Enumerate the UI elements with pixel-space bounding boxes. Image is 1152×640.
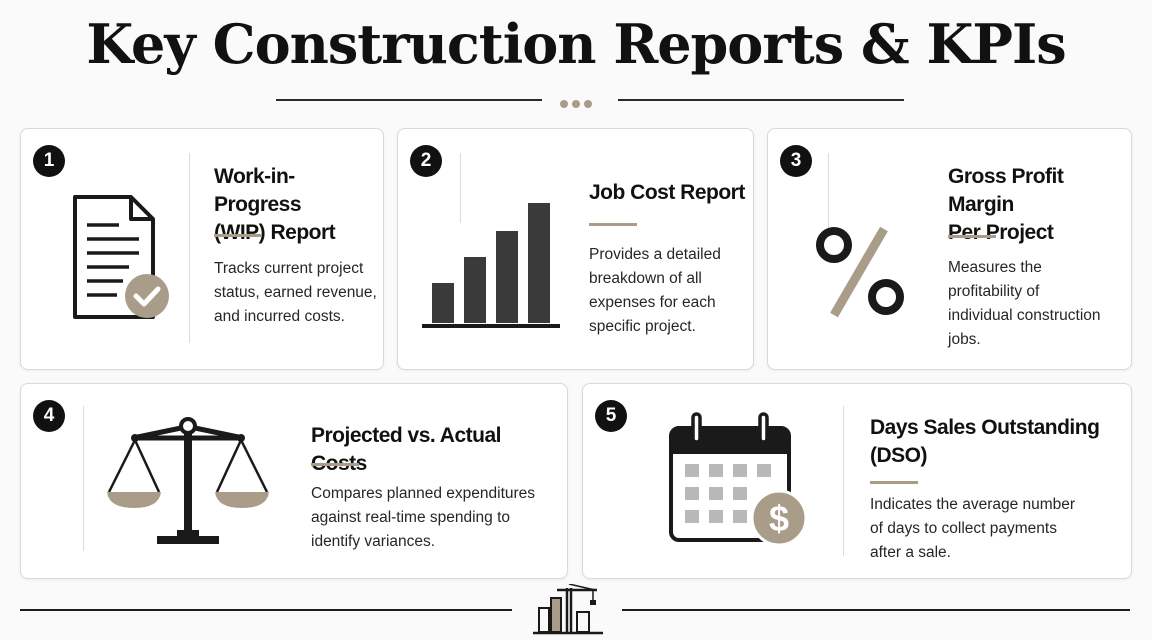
card-description-line: jobs. (948, 331, 981, 348)
card-description-line: Compares planned expenditures (311, 485, 536, 502)
card-gross-profit-margin: 3 Gross Profit Margin Per Project Measur… (767, 128, 1132, 370)
card-description-line: profitability of (948, 283, 1040, 300)
card-job-cost-report: 2 Job Cost Report Provides a detailed br… (397, 128, 754, 370)
card-description: Indicates the average number of days to … (870, 493, 1120, 565)
card-number-badge: 3 (780, 145, 812, 177)
card-heading: Job Cost Report (589, 179, 749, 207)
card-accent-bar (214, 234, 262, 237)
card-heading: Work-in-Progress (WIP) Report (214, 163, 379, 247)
card-description-line: individual construction (948, 307, 1101, 324)
document-check-icon (73, 195, 169, 319)
card-description-line: status, earned revenue, (214, 284, 377, 301)
card-description: Tracks current project status, earned re… (214, 257, 379, 329)
card-heading: Projected vs. Actual Costs (311, 422, 561, 478)
card-description-line: and incurred costs. (214, 308, 345, 325)
card-heading-line: Days Sales Outstanding (870, 416, 1100, 439)
card-divider (189, 153, 190, 343)
card-number-badge: 4 (33, 400, 65, 432)
card-divider (460, 153, 461, 223)
card-description-line: expenses for each (589, 294, 716, 311)
card-description-line: identify variances. (311, 533, 436, 550)
card-days-sales-outstanding: 5 $ Days Sales Outstanding (DSO) Indicat… (582, 383, 1132, 579)
construction-crane-icon (533, 584, 603, 635)
card-accent-bar (589, 223, 637, 226)
footer-rule-left (20, 609, 512, 611)
percent-icon (816, 226, 904, 318)
card-number-badge: 5 (595, 400, 627, 432)
bar-chart-icon (422, 203, 560, 328)
card-description: Provides a detailed breakdown of all exp… (589, 243, 749, 339)
card-heading-line: Gross Profit Margin (948, 165, 1064, 216)
card-heading-line: Work-in-Progress (214, 165, 302, 216)
card-heading: Gross Profit Margin Per Project (948, 163, 1128, 247)
card-number-badge: 2 (410, 145, 442, 177)
card-divider (83, 406, 84, 551)
title-rule-right (618, 99, 904, 101)
card-heading-line: Per Project (948, 221, 1054, 244)
card-description-line: Tracks current project (214, 260, 364, 277)
card-heading-line: Job Cost Report (589, 181, 745, 204)
calendar-dollar-icon: $ (669, 412, 807, 547)
card-number-badge: 1 (33, 145, 65, 177)
card-description-line: Indicates the average number (870, 496, 1076, 513)
card-description-line: of days to collect payments (870, 520, 1057, 537)
card-projected-vs-actual: 4 Projected vs. Actual Costs Compares pl… (20, 383, 568, 579)
page-title: Key Construction Reports & KPIs (86, 12, 1066, 76)
card-accent-bar (948, 235, 996, 238)
card-description-line: Measures the (948, 259, 1042, 276)
card-description-line: breakdown of all (589, 270, 702, 287)
card-description-line: after a sale. (870, 544, 951, 561)
card-divider (828, 153, 829, 233)
card-accent-bar (311, 463, 359, 466)
card-description: Measures the profitability of individual… (948, 256, 1128, 352)
card-heading-line: (DSO) (870, 444, 928, 467)
card-description-line: against real-time spending to (311, 509, 511, 526)
card-description-line: Provides a detailed (589, 246, 721, 263)
card-description: Compares planned expenditures against re… (311, 482, 561, 554)
svg-text:$: $ (769, 498, 789, 539)
card-divider (843, 406, 844, 556)
card-accent-bar (870, 481, 918, 484)
card-wip-report: 1 Work-in-Progress (WIP) Report Tracks c… (20, 128, 384, 370)
card-heading-line: Projected vs. Actual Costs (311, 424, 501, 475)
card-heading: Days Sales Outstanding (DSO) (870, 414, 1120, 470)
card-description-line: specific project. (589, 318, 696, 335)
title-rule-left (276, 99, 542, 101)
balance-scale-icon (107, 417, 269, 544)
footer-rule-right (622, 609, 1130, 611)
card-heading-line: (WIP) Report (214, 221, 336, 244)
title-dots (560, 95, 600, 108)
